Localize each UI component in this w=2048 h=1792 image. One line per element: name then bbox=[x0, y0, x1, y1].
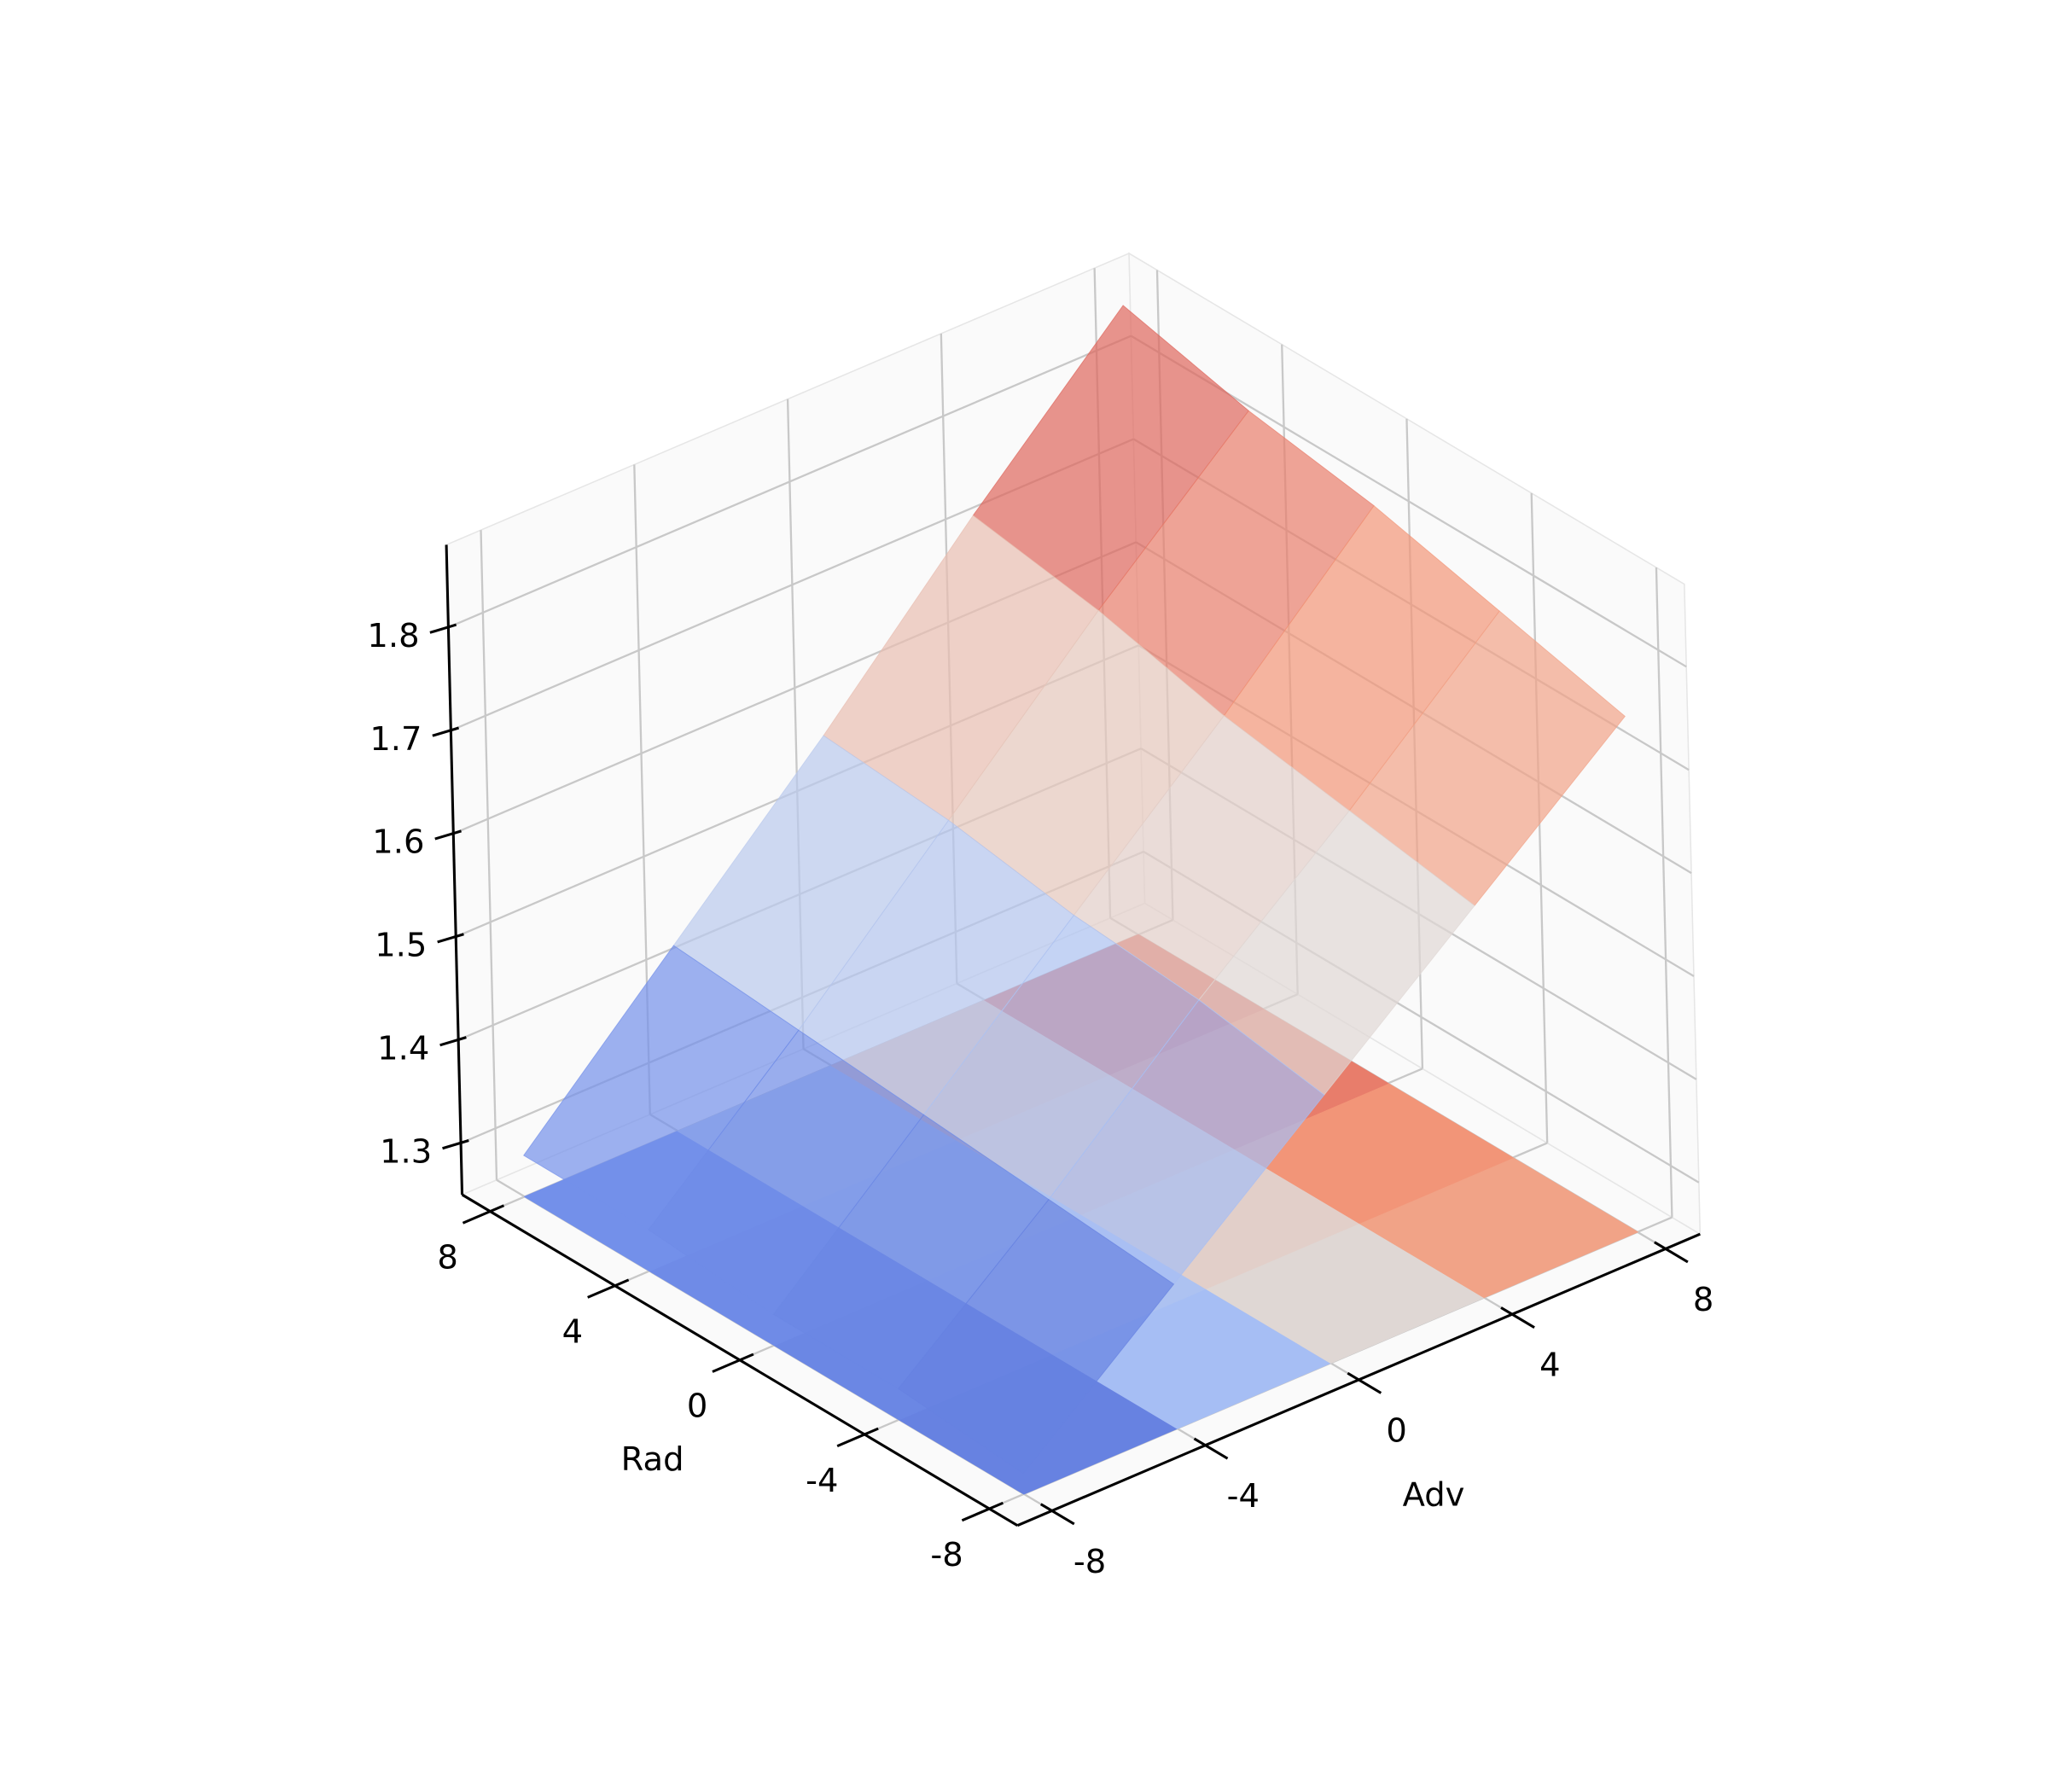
surface-patch bbox=[898, 1199, 1175, 1475]
z-tick-label: 1.3 bbox=[380, 1132, 432, 1171]
x-tick bbox=[1654, 1241, 1689, 1264]
axis-line bbox=[445, 544, 464, 1196]
grid-line bbox=[480, 530, 498, 1180]
grid-line bbox=[1655, 567, 1673, 1218]
y-axis-label: Rad bbox=[621, 1440, 684, 1479]
z-tick bbox=[434, 829, 462, 841]
y-tick-label: 8 bbox=[437, 1238, 457, 1277]
grid-line bbox=[447, 335, 1132, 629]
x-axis-label: Adv bbox=[1403, 1475, 1465, 1514]
x-tick bbox=[1039, 1503, 1075, 1526]
y-tick-label: -4 bbox=[806, 1462, 838, 1500]
y-tick-label: -8 bbox=[930, 1536, 963, 1574]
x-tick-label: -4 bbox=[1227, 1477, 1260, 1516]
x-tick bbox=[1347, 1371, 1382, 1394]
x-tick bbox=[1193, 1437, 1229, 1460]
y-tick bbox=[712, 1353, 754, 1373]
z-tick-label: 1.4 bbox=[377, 1029, 429, 1068]
z-tick-label: 1.6 bbox=[372, 823, 424, 862]
y-tick bbox=[836, 1427, 879, 1448]
z-tick-label: 1.8 bbox=[367, 617, 419, 655]
x-tick-label: -8 bbox=[1073, 1543, 1106, 1581]
x-tick bbox=[1500, 1306, 1535, 1329]
y-tick bbox=[961, 1501, 1004, 1522]
z-tick bbox=[442, 1139, 469, 1150]
z-tick bbox=[439, 1036, 467, 1047]
y-tick-label: 0 bbox=[687, 1388, 707, 1426]
y-tick bbox=[462, 1204, 505, 1225]
x-tick-label: 4 bbox=[1539, 1347, 1560, 1385]
x-tick-label: 8 bbox=[1693, 1281, 1713, 1319]
z-tick bbox=[432, 726, 460, 737]
z-tick-label: 1.5 bbox=[375, 927, 427, 965]
z-tick bbox=[429, 623, 457, 634]
x-tick-label: 0 bbox=[1386, 1411, 1406, 1450]
y-tick bbox=[587, 1278, 630, 1299]
z-tick-label: 1.7 bbox=[369, 720, 422, 759]
z-tick bbox=[437, 933, 464, 944]
y-tick-label: 4 bbox=[562, 1313, 583, 1352]
